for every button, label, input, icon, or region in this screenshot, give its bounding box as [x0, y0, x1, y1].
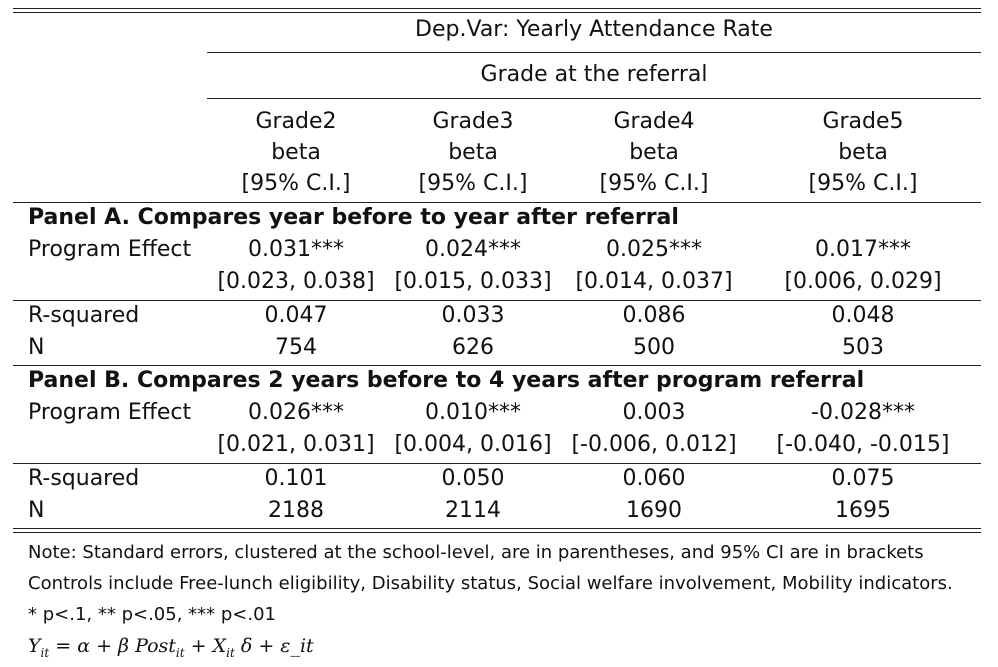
- panel-b-n-2: 2114: [445, 498, 501, 523]
- col-beta-1: beta: [271, 140, 321, 165]
- bottom-rule-2: [13, 532, 981, 533]
- col-ci-1: [95% C.I.]: [241, 171, 351, 196]
- panel-b-n-4: 1695: [835, 498, 891, 523]
- panel-a-title: Panel A. Compares year before to year af…: [28, 205, 679, 230]
- panel-b-effect-3: 0.003: [622, 400, 686, 425]
- col-header-grade2: Grade2: [255, 109, 337, 134]
- panel-a-effect-1: 0.031***: [248, 237, 344, 262]
- panel-b-r2-label: R-squared: [28, 466, 140, 491]
- panel-a-effect-2: 0.024***: [425, 237, 521, 262]
- panel-b-effect-4: -0.028***: [811, 400, 915, 425]
- panel-a-n-1: 754: [275, 335, 317, 360]
- panel-a-ci-3: [0.014, 0.037]: [575, 269, 733, 294]
- panel-b-effect-label: Program Effect: [28, 400, 192, 425]
- panel-b-ci-4: [-0.040, -0.015]: [776, 432, 950, 457]
- depvar-rule: [207, 52, 981, 53]
- panel-b-n-1: 2188: [268, 498, 324, 523]
- panel-a-effect-label: Program Effect: [28, 237, 192, 262]
- grade-at-referral-header: Grade at the referral: [480, 62, 708, 87]
- note-line-1: Note: Standard errors, clustered at the …: [28, 542, 924, 563]
- panel-b-n-label: N: [28, 498, 45, 523]
- note-line-2: Controls include Free-lunch eligibility,…: [28, 573, 953, 594]
- grade-rule: [207, 98, 981, 99]
- panel-b-r2-2: 0.050: [441, 466, 505, 491]
- panel-a-ci-4: [0.006, 0.029]: [784, 269, 942, 294]
- top-rule: [13, 8, 981, 9]
- col-ci-4: [95% C.I.]: [808, 171, 918, 196]
- panel-a-mid-rule: [13, 300, 981, 301]
- panel-a-r2-4: 0.048: [831, 303, 895, 328]
- col-header-grade4: Grade4: [613, 109, 695, 134]
- depvar-header: Dep.Var: Yearly Attendance Rate: [415, 17, 773, 42]
- col-beta-4: beta: [838, 140, 888, 165]
- formula-rendered: Yit = α + β Postit + Xit δ + ε_it: [28, 635, 314, 660]
- col-beta-3: beta: [629, 140, 679, 165]
- panel-b-r2-3: 0.060: [622, 466, 686, 491]
- col-beta-2: beta: [448, 140, 498, 165]
- panel-b-n-3: 1690: [626, 498, 682, 523]
- panel-b-effect-1: 0.026***: [248, 400, 344, 425]
- bottom-rule: [13, 528, 981, 529]
- top-rule-2: [13, 12, 981, 13]
- panel-a-effect-4: 0.017***: [815, 237, 911, 262]
- panel-a-n-3: 500: [633, 335, 675, 360]
- panel-a-r2-3: 0.086: [622, 303, 686, 328]
- col-header-grade3: Grade3: [432, 109, 514, 134]
- panel-a-ci-2: [0.015, 0.033]: [394, 269, 552, 294]
- panel-a-ci-1: [0.023, 0.038]: [217, 269, 375, 294]
- panel-a-r2-1: 0.047: [264, 303, 328, 328]
- panel-a-n-2: 626: [452, 335, 494, 360]
- panel-b-effect-2: 0.010***: [425, 400, 521, 425]
- panel-a-r2-2: 0.033: [441, 303, 505, 328]
- panel-a-n-4: 503: [842, 335, 884, 360]
- panel-b-mid-rule: [13, 463, 981, 464]
- header-bottom-rule: [13, 202, 981, 203]
- panel-b-ci-2: [0.004, 0.016]: [394, 432, 552, 457]
- col-header-grade5: Grade5: [822, 109, 904, 134]
- panel-b-r2-1: 0.101: [264, 466, 328, 491]
- col-ci-3: [95% C.I.]: [599, 171, 709, 196]
- note-line-3: * p<.1, ** p<.05, *** p<.01: [28, 604, 277, 625]
- model-formula: Yit = α + β Postit + Xit δ + ε_it: [28, 633, 314, 666]
- panel-b-title: Panel B. Compares 2 years before to 4 ye…: [28, 368, 865, 393]
- panel-a-bottom-rule: [13, 365, 981, 366]
- panel-a-r2-label: R-squared: [28, 303, 140, 328]
- panel-b-r2-4: 0.075: [831, 466, 895, 491]
- panel-b-ci-1: [0.021, 0.031]: [217, 432, 375, 457]
- panel-b-ci-3: [-0.006, 0.012]: [571, 432, 737, 457]
- panel-a-n-label: N: [28, 335, 45, 360]
- col-ci-2: [95% C.I.]: [418, 171, 528, 196]
- panel-a-effect-3: 0.025***: [606, 237, 702, 262]
